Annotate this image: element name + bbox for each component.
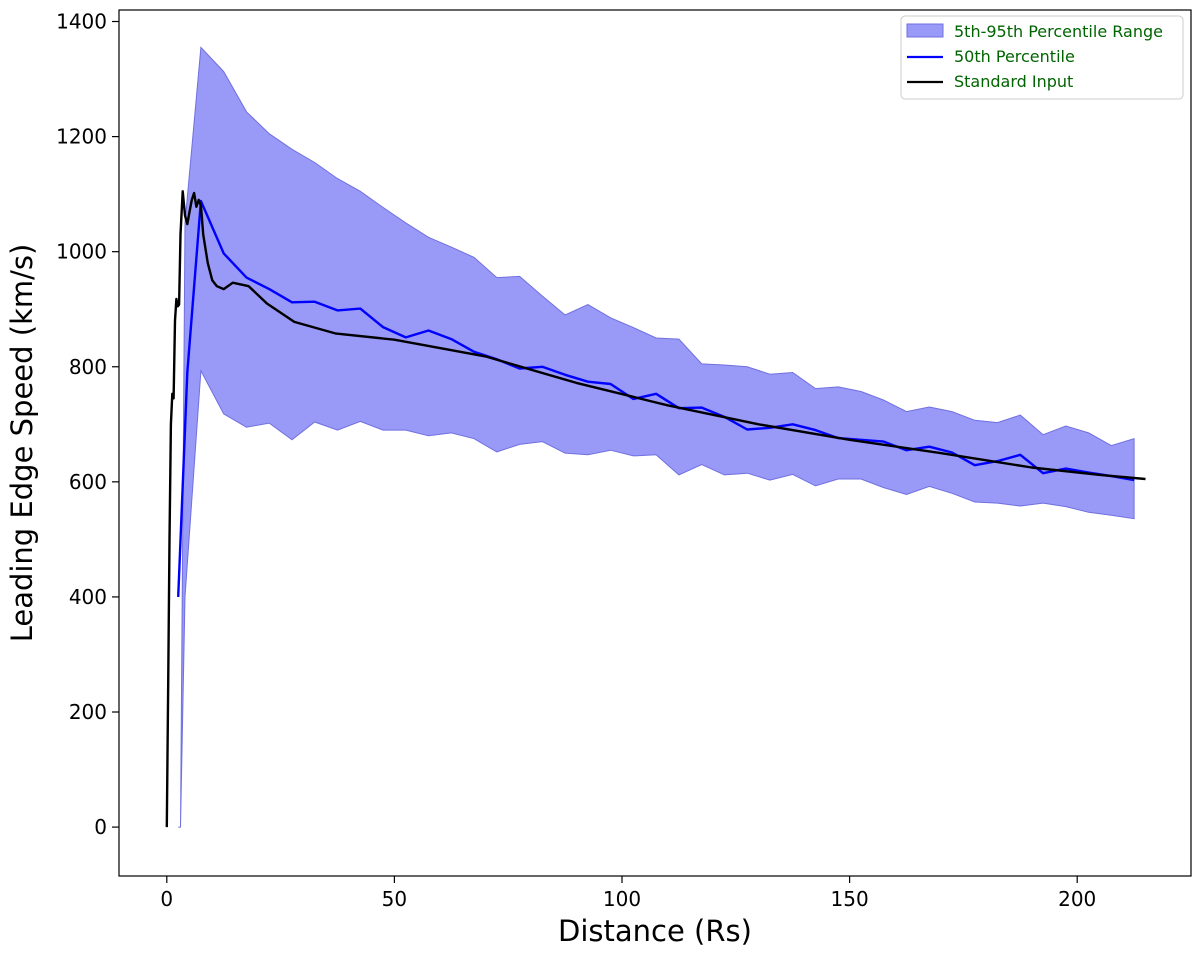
legend-median-label: 50th Percentile <box>954 47 1075 66</box>
y-axis: 0 200 400 600 800 1000 1200 1400 <box>56 10 119 839</box>
legend-standard-label: Standard Input <box>954 72 1073 91</box>
x-tick-label: 50 <box>382 887 407 911</box>
y-tick-label: 600 <box>69 470 107 494</box>
x-tick-label: 150 <box>831 887 869 911</box>
y-tick-label: 1200 <box>56 125 107 149</box>
median-line <box>177 199 1135 597</box>
percentile-band-layer <box>178 46 1135 828</box>
y-tick-label: 1000 <box>56 240 107 264</box>
x-tick-label: 200 <box>1058 887 1096 911</box>
x-axis-title: Distance (Rs) <box>558 914 752 948</box>
x-tick-label: 0 <box>160 887 173 911</box>
y-tick-label: 400 <box>69 585 107 609</box>
y-tick-label: 1400 <box>56 10 107 34</box>
lines-layer <box>165 190 1146 828</box>
plot-frame <box>118 9 1192 877</box>
standard-input-line <box>165 190 1146 828</box>
legend-band-swatch <box>906 23 944 38</box>
y-tick-label: 0 <box>94 815 107 839</box>
legend-box <box>900 15 1184 100</box>
legend-band-label: 5th-95th Percentile Range <box>954 22 1163 41</box>
legend: 5th-95th Percentile Range 50th Percentil… <box>900 15 1184 100</box>
x-axis: 0 50 100 150 200 <box>160 876 1096 911</box>
x-tick-label: 100 <box>603 887 641 911</box>
y-tick-label: 200 <box>69 700 107 724</box>
y-axis-title: Leading Edge Speed (km/s) <box>5 244 39 643</box>
percentile-band <box>178 46 1135 828</box>
y-tick-label: 800 <box>69 355 107 379</box>
